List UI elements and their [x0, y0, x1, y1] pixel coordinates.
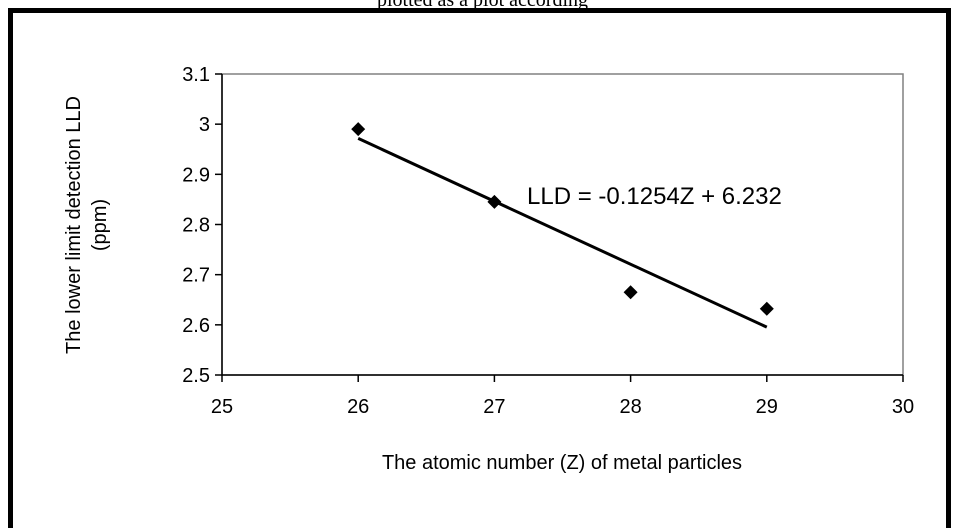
trendline-equation: LLD = -0.1254Z + 6.232: [527, 183, 782, 210]
data-point-diamond: [351, 122, 366, 137]
trendline: [357, 137, 768, 329]
x-tick-label: 29: [756, 396, 778, 418]
x-tick-label: 28: [619, 396, 641, 418]
data-point-diamond: [487, 194, 502, 209]
y-tick-label: 3.1: [182, 64, 210, 86]
y-tick-label: 3: [199, 114, 210, 136]
scatter-chart: 2.5 2.6 2.7 2.8 2.9 3 3.1 25 26 27 28 29 30 LLD = -…: [63, 64, 914, 474]
data-point-diamond: [623, 285, 638, 300]
data-points: [351, 122, 774, 316]
caption-fragment: plotted as a plot according: [0, 0, 965, 8]
y-tick-label: 2.5: [182, 365, 210, 387]
y-tick-label: 2.8: [182, 215, 210, 237]
plot-area: [221, 73, 904, 376]
data-point-diamond: [759, 301, 774, 316]
y-axis-title-group-2: (ppm): [89, 199, 111, 251]
x-axis-ticks: 25 26 27 28 29 30: [211, 375, 914, 418]
x-tick-label: 26: [347, 396, 369, 418]
caption-strip: plotted as a plot according: [0, 0, 965, 8]
y-tick-label: 2.6: [182, 315, 210, 337]
y-axis-title-group: The lower limit detection LLD: [63, 96, 85, 354]
y-axis-ticks: 2.5 2.6 2.7 2.8 2.9 3 3.1: [182, 64, 222, 387]
y-axis-title-line2: (ppm): [89, 199, 111, 251]
figure-frame: [8, 8, 951, 528]
x-tick-label: 30: [892, 396, 914, 418]
x-tick-label: 25: [211, 396, 233, 418]
x-axis-title: The atomic number (Z) of metal particles: [382, 452, 742, 474]
y-axis-title-line1: The lower limit detection LLD: [63, 96, 85, 354]
x-tick-label: 27: [483, 396, 505, 418]
trendline-group: [357, 137, 768, 329]
y-tick-label: 2.9: [182, 164, 210, 186]
y-tick-label: 2.7: [182, 265, 210, 287]
